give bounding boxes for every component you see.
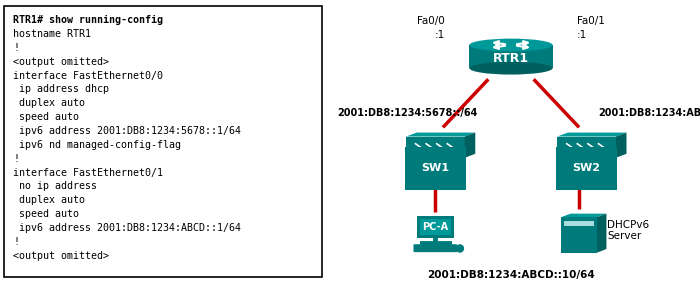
Text: :1: :1 <box>577 30 587 40</box>
Text: hostname RTR1: hostname RTR1 <box>13 29 91 39</box>
Ellipse shape <box>456 244 464 253</box>
Text: !: ! <box>13 43 19 53</box>
Polygon shape <box>616 132 626 158</box>
Text: interface FastEthernet0/1: interface FastEthernet0/1 <box>13 168 163 177</box>
Text: duplex auto: duplex auto <box>13 98 85 108</box>
Text: ipv6 nd managed-config-flag: ipv6 nd managed-config-flag <box>13 140 181 150</box>
Text: speed auto: speed auto <box>13 209 79 219</box>
Text: 2001:DB8:1234:5678::/64: 2001:DB8:1234:5678::/64 <box>337 108 477 118</box>
Text: 2001:DB8:1234:ABCD::/64: 2001:DB8:1234:ABCD::/64 <box>598 108 700 118</box>
Text: <output omitted>: <output omitted> <box>13 251 109 261</box>
Bar <box>406 137 465 158</box>
Bar <box>557 137 616 158</box>
Polygon shape <box>561 214 606 217</box>
Text: RTR1# show running-config: RTR1# show running-config <box>13 15 163 25</box>
Text: PC-A: PC-A <box>422 222 449 232</box>
FancyBboxPatch shape <box>414 244 457 252</box>
Text: Fa0/1: Fa0/1 <box>577 16 605 26</box>
Polygon shape <box>465 132 475 158</box>
Bar <box>419 219 452 235</box>
Bar <box>470 45 552 68</box>
Text: <output omitted>: <output omitted> <box>13 57 109 67</box>
Ellipse shape <box>470 62 552 75</box>
Bar <box>564 221 594 226</box>
Text: :1: :1 <box>435 30 445 40</box>
Text: SW2: SW2 <box>573 164 601 173</box>
Text: ipv6 address 2001:DB8:1234:5678::1/64: ipv6 address 2001:DB8:1234:5678::1/64 <box>13 126 241 136</box>
Text: no ip address: no ip address <box>13 181 97 191</box>
Text: duplex auto: duplex auto <box>13 195 85 205</box>
Polygon shape <box>557 132 626 137</box>
Text: ip address dhcp: ip address dhcp <box>13 84 109 95</box>
Text: interface FastEthernet0/0: interface FastEthernet0/0 <box>13 70 163 81</box>
Polygon shape <box>597 214 606 252</box>
Polygon shape <box>406 132 475 137</box>
Bar <box>416 216 454 238</box>
Ellipse shape <box>470 38 552 52</box>
Bar <box>561 217 597 252</box>
Text: !: ! <box>13 237 19 247</box>
Text: ipv6 address 2001:DB8:1234:ABCD::1/64: ipv6 address 2001:DB8:1234:ABCD::1/64 <box>13 223 241 233</box>
Text: DHCPv6
Server: DHCPv6 Server <box>608 220 650 241</box>
Text: 2001:DB8:1234:ABCD::10/64: 2001:DB8:1234:ABCD::10/64 <box>427 269 595 280</box>
Text: Fa0/0: Fa0/0 <box>417 16 445 26</box>
Text: RTR1: RTR1 <box>493 52 529 65</box>
Text: speed auto: speed auto <box>13 112 79 122</box>
Text: SW1: SW1 <box>421 164 449 173</box>
Text: !: ! <box>13 154 19 164</box>
